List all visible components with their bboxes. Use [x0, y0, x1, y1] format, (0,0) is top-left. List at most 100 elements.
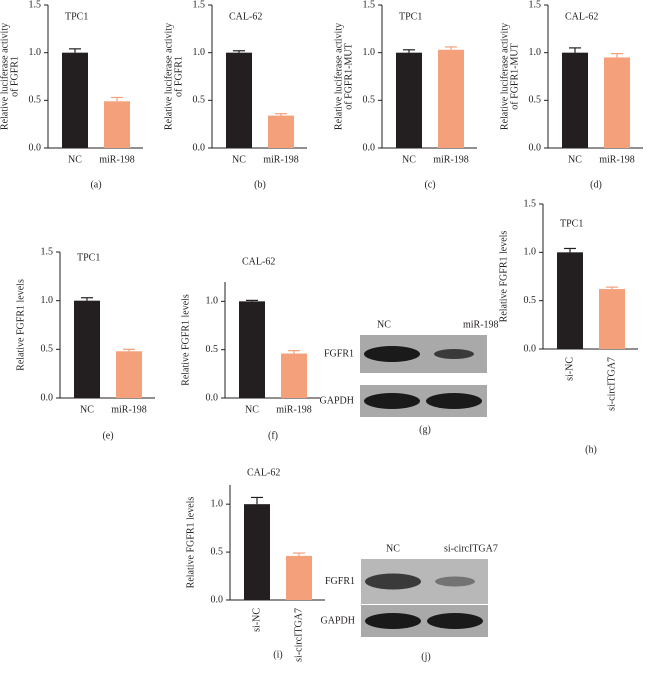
chart-title: TPC1 — [399, 11, 422, 22]
y-tick-label: 0.0 — [211, 594, 224, 605]
y-tick-label: 0.5 — [363, 95, 376, 106]
row-label: FGFR1 — [324, 348, 354, 359]
chart-title: CAL-62 — [242, 256, 275, 267]
y-tick-label: 0.0 — [524, 343, 537, 354]
row-label: FGFR1 — [325, 576, 355, 587]
y-axis-label: Relative luciferase activity — [0, 23, 10, 130]
bar — [396, 52, 422, 148]
row-label: GAPDH — [320, 395, 354, 406]
y-axis-label: Relative FGFR1 levels — [180, 294, 191, 386]
lane-label: miR-198 — [463, 319, 499, 330]
y-tick-label: 1.5 — [529, 0, 542, 10]
y-axis-label: Relative FGFR1 levels — [498, 231, 509, 323]
y-tick-label: 0.5 — [29, 95, 42, 106]
bar — [286, 555, 312, 600]
panel-caption: (i) — [273, 649, 282, 660]
blot-band — [426, 393, 482, 409]
x-tick-label: NC — [245, 404, 259, 415]
y-axis-label: Relative luciferase activity — [499, 23, 510, 130]
x-tick-label: miR-198 — [276, 404, 312, 415]
x-tick-label: NC — [568, 154, 582, 165]
x-tick-label: NC — [80, 404, 94, 415]
y-axis-label: Relative FGFR1 levels — [185, 497, 196, 589]
y-tick-label: 1.0 — [29, 47, 42, 58]
blot-band — [364, 393, 420, 409]
panel-caption: (f) — [268, 430, 278, 441]
blot-band — [365, 613, 421, 629]
panel-caption: (h) — [585, 444, 597, 455]
blot-band — [427, 613, 483, 629]
y-tick-label: 0.0 — [206, 392, 219, 403]
bar — [116, 351, 142, 398]
y-axis-label: Relative luciferase activity — [163, 23, 174, 130]
chart-title: TPC1 — [65, 11, 88, 22]
panel-caption: (c) — [424, 179, 435, 190]
bar — [557, 252, 583, 349]
y-tick-label: 1.0 — [41, 295, 54, 306]
y-tick-label: 0.0 — [363, 142, 376, 153]
bar — [226, 52, 252, 148]
y-tick-label: 1.0 — [211, 498, 224, 509]
y-tick-label: 0.0 — [529, 142, 542, 153]
y-tick-label: 1.5 — [41, 246, 54, 257]
x-tick-label: miR-198 — [263, 154, 299, 165]
y-axis-label: Relative FGFR1 levels — [15, 279, 26, 371]
y-tick-label: 1.5 — [29, 0, 42, 10]
blot-band — [434, 349, 474, 359]
x-tick-label: miR-198 — [599, 154, 635, 165]
panel-caption: (a) — [90, 179, 101, 190]
y-tick-label: 0.0 — [193, 142, 206, 153]
y-tick-label: 0.0 — [29, 142, 42, 153]
x-tick-label: NC — [402, 154, 416, 165]
x-tick-label: NC — [232, 154, 246, 165]
y-axis-label: of FGFR1-MUT — [509, 43, 520, 109]
chart-title: CAL-62 — [565, 11, 598, 22]
panel-caption: (b) — [254, 179, 266, 190]
panel-caption: (d) — [590, 179, 602, 190]
bar — [239, 301, 265, 398]
y-tick-label: 1.0 — [193, 47, 206, 58]
chart-title: CAL-62 — [229, 11, 262, 22]
panel-caption: (j) — [421, 651, 430, 662]
bar — [599, 289, 625, 349]
bar — [62, 52, 88, 148]
blot-band — [435, 576, 475, 587]
y-tick-label: 0.5 — [524, 295, 537, 306]
y-tick-label: 1.5 — [363, 0, 376, 10]
y-tick-label: 0.5 — [193, 95, 206, 106]
blot-band — [365, 573, 421, 590]
y-tick-label: 0.5 — [206, 344, 219, 355]
y-tick-label: 1.0 — [524, 247, 537, 258]
lane-label: NC — [386, 543, 400, 554]
y-tick-label: 0.0 — [41, 392, 54, 403]
panel-caption: (g) — [419, 424, 431, 435]
blot-band — [364, 346, 420, 362]
y-tick-label: 1.5 — [524, 198, 537, 209]
x-tick-label: si-circITGA7 — [293, 608, 304, 662]
bar — [244, 504, 270, 600]
x-tick-label: si-NC — [564, 357, 575, 381]
y-axis-label: of FGFR1 — [173, 56, 184, 97]
bar — [604, 57, 630, 148]
bar — [268, 115, 294, 148]
lane-label: NC — [377, 319, 391, 330]
bar — [74, 300, 100, 398]
y-tick-label: 1.0 — [529, 47, 542, 58]
bar — [438, 49, 464, 148]
bar — [562, 52, 588, 148]
y-tick-label: 1.5 — [193, 0, 206, 10]
lane-label: si-circITGA7 — [444, 543, 498, 554]
chart-title: TPC1 — [560, 218, 583, 229]
y-tick-label: 0.5 — [211, 546, 224, 557]
x-tick-label: si-NC — [251, 608, 262, 632]
y-axis-label: Relative luciferase activity — [333, 23, 344, 130]
x-tick-label: NC — [68, 154, 82, 165]
bar — [281, 353, 307, 398]
y-tick-label: 1.0 — [206, 296, 219, 307]
x-tick-label: miR-198 — [99, 154, 135, 165]
x-tick-label: miR-198 — [111, 404, 147, 415]
y-tick-label: 1.0 — [363, 47, 376, 58]
x-tick-label: si-circITGA7 — [606, 357, 617, 411]
chart-title: CAL-62 — [247, 467, 280, 478]
